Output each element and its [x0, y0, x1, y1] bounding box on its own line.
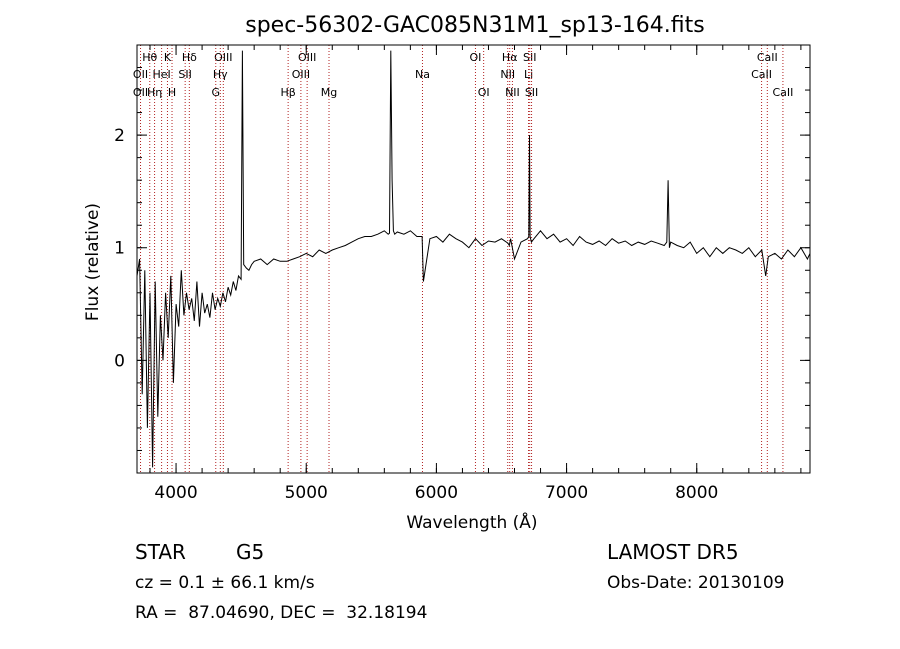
plot-frame — [136, 44, 811, 474]
obs-date: Obs-Date: 20130109 — [607, 573, 785, 593]
x-tick-label: 4000 — [154, 483, 197, 503]
line-marker-label: Hδ — [182, 51, 197, 64]
x-tick-label: 6000 — [415, 483, 458, 503]
spectrum-line — [136, 50, 811, 468]
line-marker-label: Mg — [321, 86, 337, 99]
line-marker-label: G — [211, 86, 220, 99]
object-class: STAR — [135, 540, 186, 564]
line-marker-label: CaII — [757, 51, 778, 64]
x-tick-label: 7000 — [545, 483, 588, 503]
line-marker-label: HeI — [152, 68, 170, 81]
line-marker-label: Hγ — [213, 68, 228, 81]
line-marker-label: CaII — [751, 68, 772, 81]
coordinates: RA = 87.04690, DEC = 32.18194 — [135, 603, 428, 623]
line-marker-label: Hθ — [142, 51, 157, 64]
line-marker-label: NII — [500, 68, 515, 81]
line-marker-label: Li — [524, 68, 533, 81]
chart-title: spec-56302-GAC085N31M1_sp13-164.fits — [245, 13, 705, 38]
line-marker-label: OIII — [292, 68, 310, 81]
y-axis: 0 1 2 — [114, 67, 810, 451]
survey-name: LAMOST DR5 — [607, 540, 739, 564]
x-axis: 4000 5000 6000 7000 8000 — [149, 45, 802, 503]
line-marker-label: Hα — [502, 51, 518, 64]
x-axis-label: Wavelength (Å) — [406, 511, 537, 533]
line-marker-label: OIII — [298, 51, 316, 64]
line-marker-label: SII — [525, 86, 538, 99]
x-tick-label: 5000 — [285, 483, 328, 503]
line-marker-label: OII — [133, 86, 148, 99]
spectral-line-markers: Hθ K Hδ OIII OIII Na OI Hα SII CaII OII HeI SII Hγ OII… — [133, 45, 793, 473]
line-marker-label: SII — [178, 68, 191, 81]
line-marker-label: OI — [469, 51, 481, 64]
y-axis-label: Flux (relative) — [83, 203, 103, 321]
line-marker-label: H — [168, 86, 176, 99]
y-tick-label: 0 — [114, 351, 125, 371]
object-subclass: G5 — [236, 540, 265, 564]
line-marker-label: OIII — [214, 51, 232, 64]
y-tick-label: 2 — [114, 126, 125, 146]
line-marker-label: OI — [478, 86, 490, 99]
redshift-value: cz = 0.1 ± 66.1 km/s — [135, 573, 315, 593]
line-marker-label: NII — [505, 86, 520, 99]
x-tick-label: 8000 — [675, 483, 718, 503]
line-marker-label: Hη — [147, 86, 162, 99]
line-marker-label: K — [164, 51, 172, 64]
spectrum-trace — [136, 50, 811, 468]
line-marker-label: Hβ — [280, 86, 295, 99]
line-marker-label: CaII — [772, 86, 793, 99]
line-marker-label: Na — [415, 68, 430, 81]
y-tick-label: 1 — [114, 239, 125, 259]
line-marker-label: SII — [523, 51, 536, 64]
